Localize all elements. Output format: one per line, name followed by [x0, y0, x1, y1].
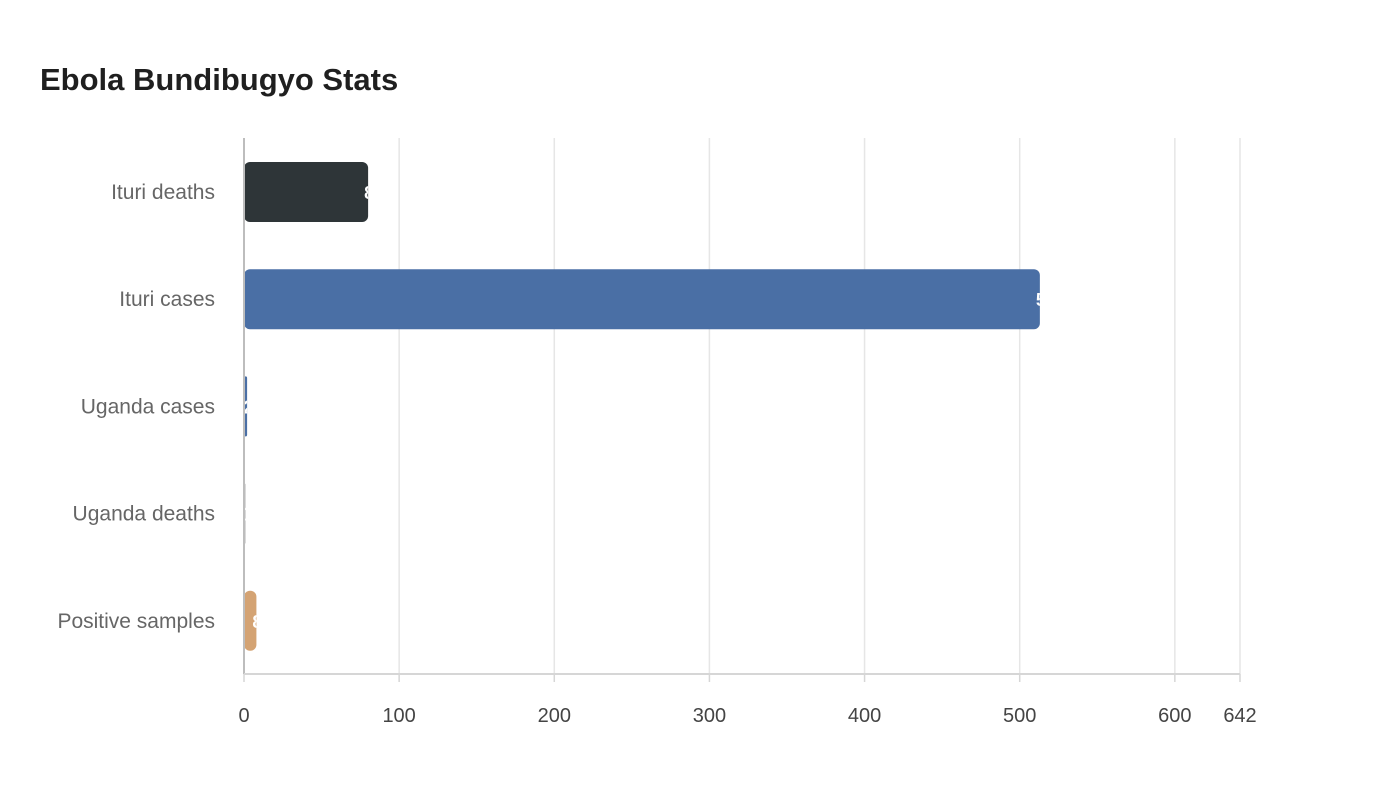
data-label: 2: [243, 397, 253, 417]
bars: [244, 162, 1040, 651]
data-label: 80: [364, 183, 384, 203]
category-label: Positive samples: [57, 610, 215, 633]
x-tick-label: 642: [1223, 705, 1256, 727]
x-tick-label: 100: [382, 705, 415, 727]
tick-labels: 0 100 200 300 400 500 600 642: [238, 705, 1256, 727]
category-labels: Ituri deaths Ituri cases Uganda cases Ugand…: [57, 181, 215, 633]
grid-lines: [243, 138, 1241, 682]
category-label: Ituri cases: [119, 288, 215, 311]
x-tick-label: 400: [848, 705, 881, 727]
data-label: 8: [252, 612, 262, 632]
x-tick-label: 0: [238, 705, 249, 727]
x-tick-label: 600: [1158, 705, 1191, 727]
bar: [244, 269, 1040, 330]
category-label: Uganda deaths: [73, 503, 215, 526]
x-tick-label: 500: [1003, 705, 1036, 727]
chart-title: Ebola Bundibugyo Stats: [40, 62, 399, 97]
x-tick-label: 300: [693, 705, 726, 727]
bar: [244, 162, 369, 222]
bar: [244, 590, 257, 651]
category-label: Ituri deaths: [111, 181, 215, 204]
data-label: 513: [1036, 290, 1066, 310]
x-tick-label: 200: [538, 705, 571, 727]
category-label: Uganda cases: [81, 395, 215, 418]
